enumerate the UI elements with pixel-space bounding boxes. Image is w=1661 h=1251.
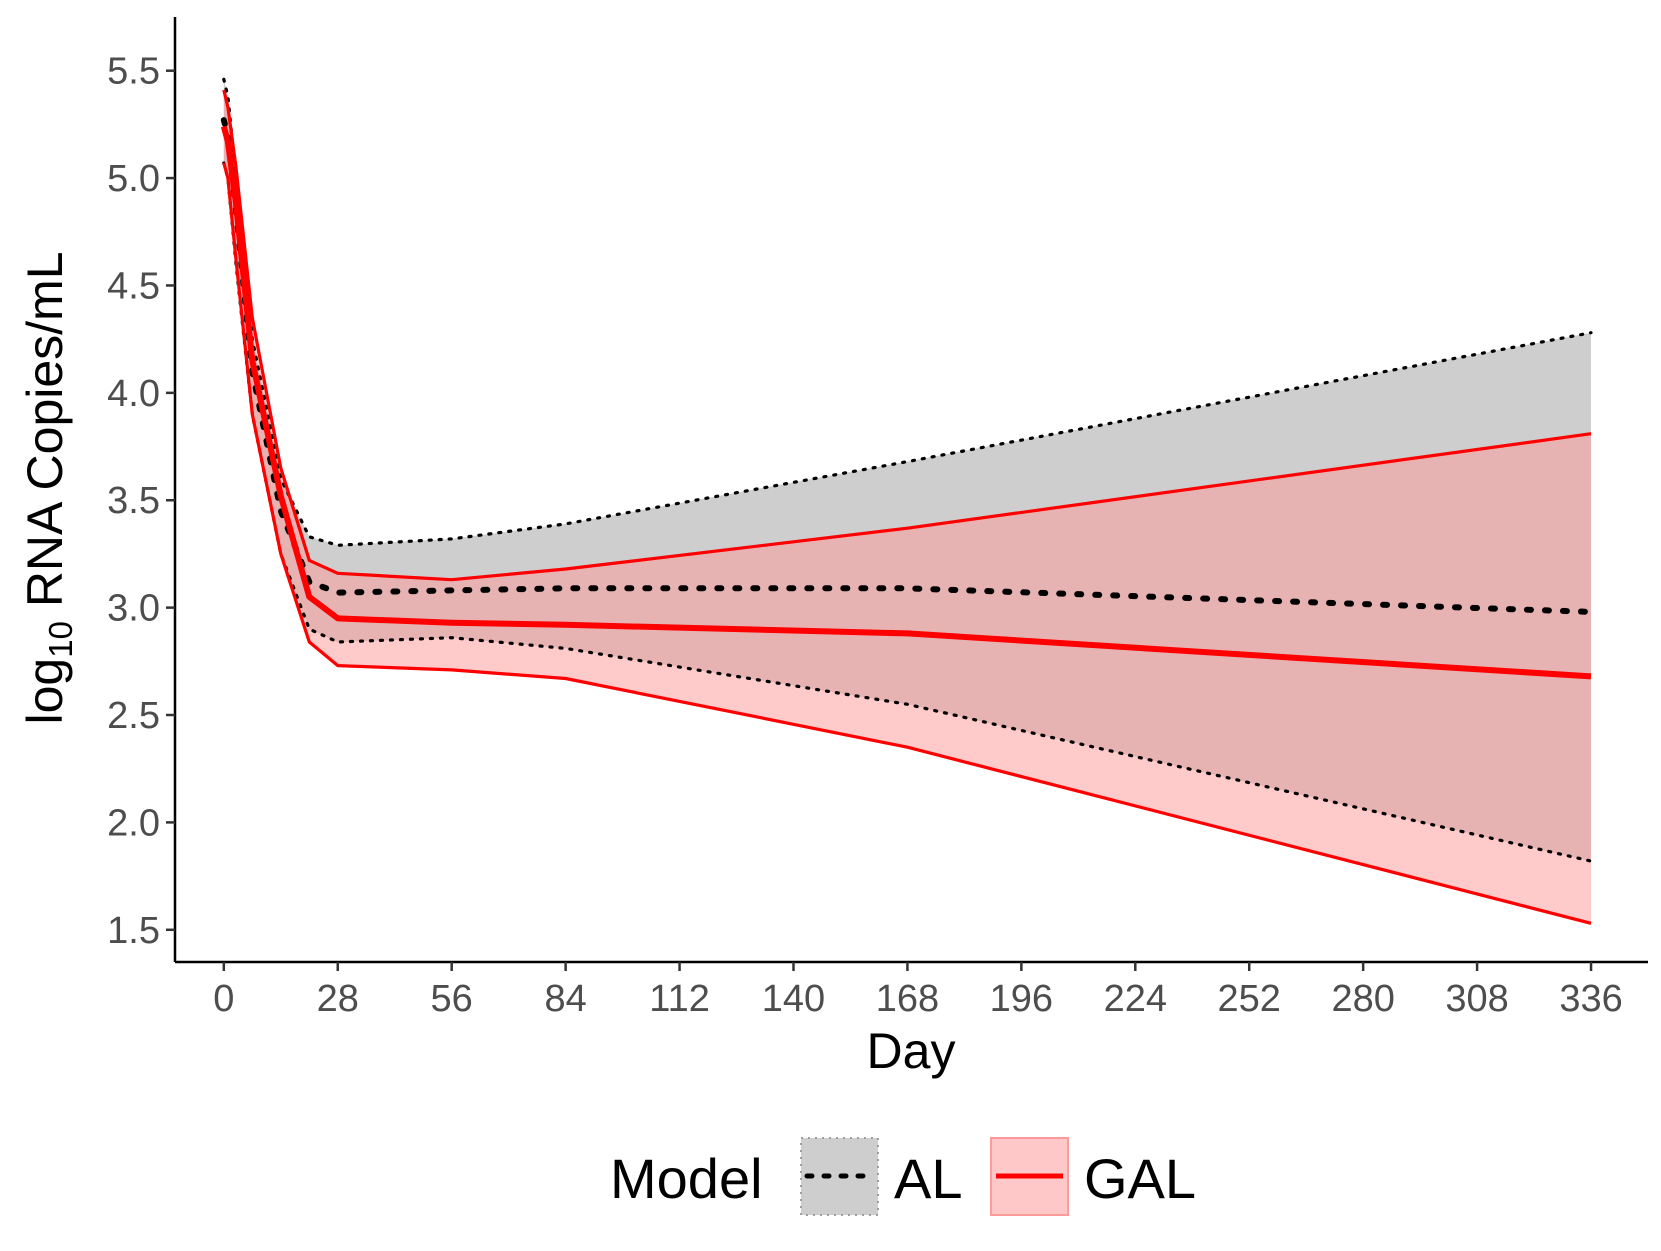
x-tick-label: 252 <box>1218 978 1281 1020</box>
x-axis-title: Day <box>867 1023 956 1079</box>
x-tick-label: 0 <box>213 978 234 1020</box>
y-tick-label: 1.5 <box>107 910 160 952</box>
y-tick-label: 5.5 <box>107 51 160 93</box>
line-gal-upper <box>222 89 1592 582</box>
axes <box>173 17 1648 964</box>
y-ticks: 1.5 2.0 2.5 3.0 3.5 4.0 4.5 5.0 5.5 <box>107 51 175 952</box>
y-axis-title-prefix: log <box>17 658 73 725</box>
x-tick-label: 168 <box>876 978 939 1020</box>
series-lines <box>220 77 1594 925</box>
y-tick-label: 4.5 <box>107 265 160 307</box>
y-axis-title: log10 RNA Copies/mL <box>17 251 79 724</box>
x-tick-label: 28 <box>317 978 359 1020</box>
x-tick-label: 140 <box>762 978 825 1020</box>
line-al-median <box>220 117 1594 615</box>
y-tick-label: 5.0 <box>107 158 160 200</box>
x-ticks: 0 28 56 84 112 140 168 196 224 252 280 308 336 <box>213 962 1623 1020</box>
y-tick-label: 3.0 <box>107 588 160 630</box>
x-tick-label: 84 <box>544 978 586 1020</box>
x-tick-label: 224 <box>1104 978 1167 1020</box>
y-axis-title-subscript: 10 <box>42 621 79 658</box>
legend-label-al: AL <box>894 1147 963 1210</box>
y-axis-title-suffix: RNA Copies/mL <box>17 251 73 621</box>
x-tick-label: 336 <box>1559 978 1622 1020</box>
confidence-bands <box>223 79 1591 924</box>
y-tick-label: 2.5 <box>107 695 160 737</box>
y-tick-label: 4.0 <box>107 373 160 415</box>
legend: Model AL GAL <box>610 1137 1196 1216</box>
x-tick-label: 112 <box>649 978 710 1020</box>
band-gal <box>223 90 1591 924</box>
legend-title: Model <box>610 1147 763 1210</box>
x-tick-label: 56 <box>431 978 473 1020</box>
y-tick-label: 3.5 <box>107 480 160 522</box>
line-gal-median <box>220 125 1592 680</box>
line-gal-lower <box>222 162 1592 925</box>
legend-label-gal: GAL <box>1084 1147 1196 1210</box>
x-tick-label: 308 <box>1445 978 1508 1020</box>
x-tick-label: 196 <box>990 978 1053 1020</box>
y-tick-label: 2.0 <box>107 802 160 844</box>
x-tick-label: 280 <box>1331 978 1394 1020</box>
